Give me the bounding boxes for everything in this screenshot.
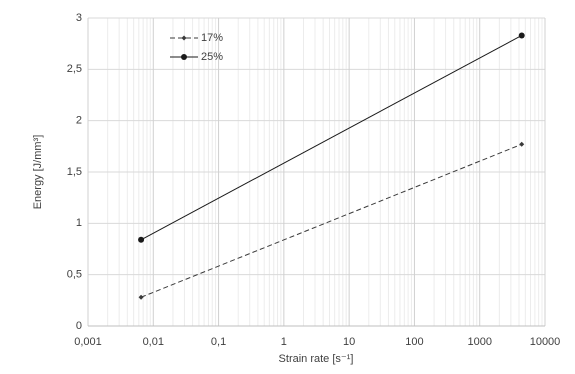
x-tick-label: 10 <box>343 336 355 348</box>
legend-label: 17% <box>201 32 223 44</box>
marker <box>138 294 144 300</box>
y-tick-label: 2 <box>76 115 82 127</box>
marker <box>181 54 187 60</box>
y-tick-label: 1,5 <box>67 166 82 178</box>
x-tick-label: 100 <box>405 336 423 348</box>
y-tick-label: 2,5 <box>67 63 82 75</box>
x-tick-label: 0,01 <box>143 336 164 348</box>
y-tick-label: 1 <box>76 217 82 229</box>
y-tick-label: 3 <box>76 12 82 24</box>
series-line <box>140 35 522 241</box>
marker <box>138 236 145 243</box>
marker <box>181 35 187 41</box>
x-tick-label: 0,1 <box>211 336 226 348</box>
y-tick-label: 0,5 <box>67 269 82 281</box>
y-tick-label: 0 <box>76 320 82 332</box>
legend-label: 25% <box>201 51 223 63</box>
x-tick-label: 0,001 <box>74 336 102 348</box>
series-line <box>140 143 522 298</box>
x-tick-label: 1000 <box>467 336 491 348</box>
marker <box>519 141 525 147</box>
x-tick-label: 10000 <box>530 336 561 348</box>
x-axis-label: Strain rate [s⁻¹] <box>279 353 354 365</box>
x-tick-label: 1 <box>281 336 287 348</box>
marker <box>518 32 525 39</box>
y-axis-label: Energy [J/mm³] <box>32 135 44 210</box>
